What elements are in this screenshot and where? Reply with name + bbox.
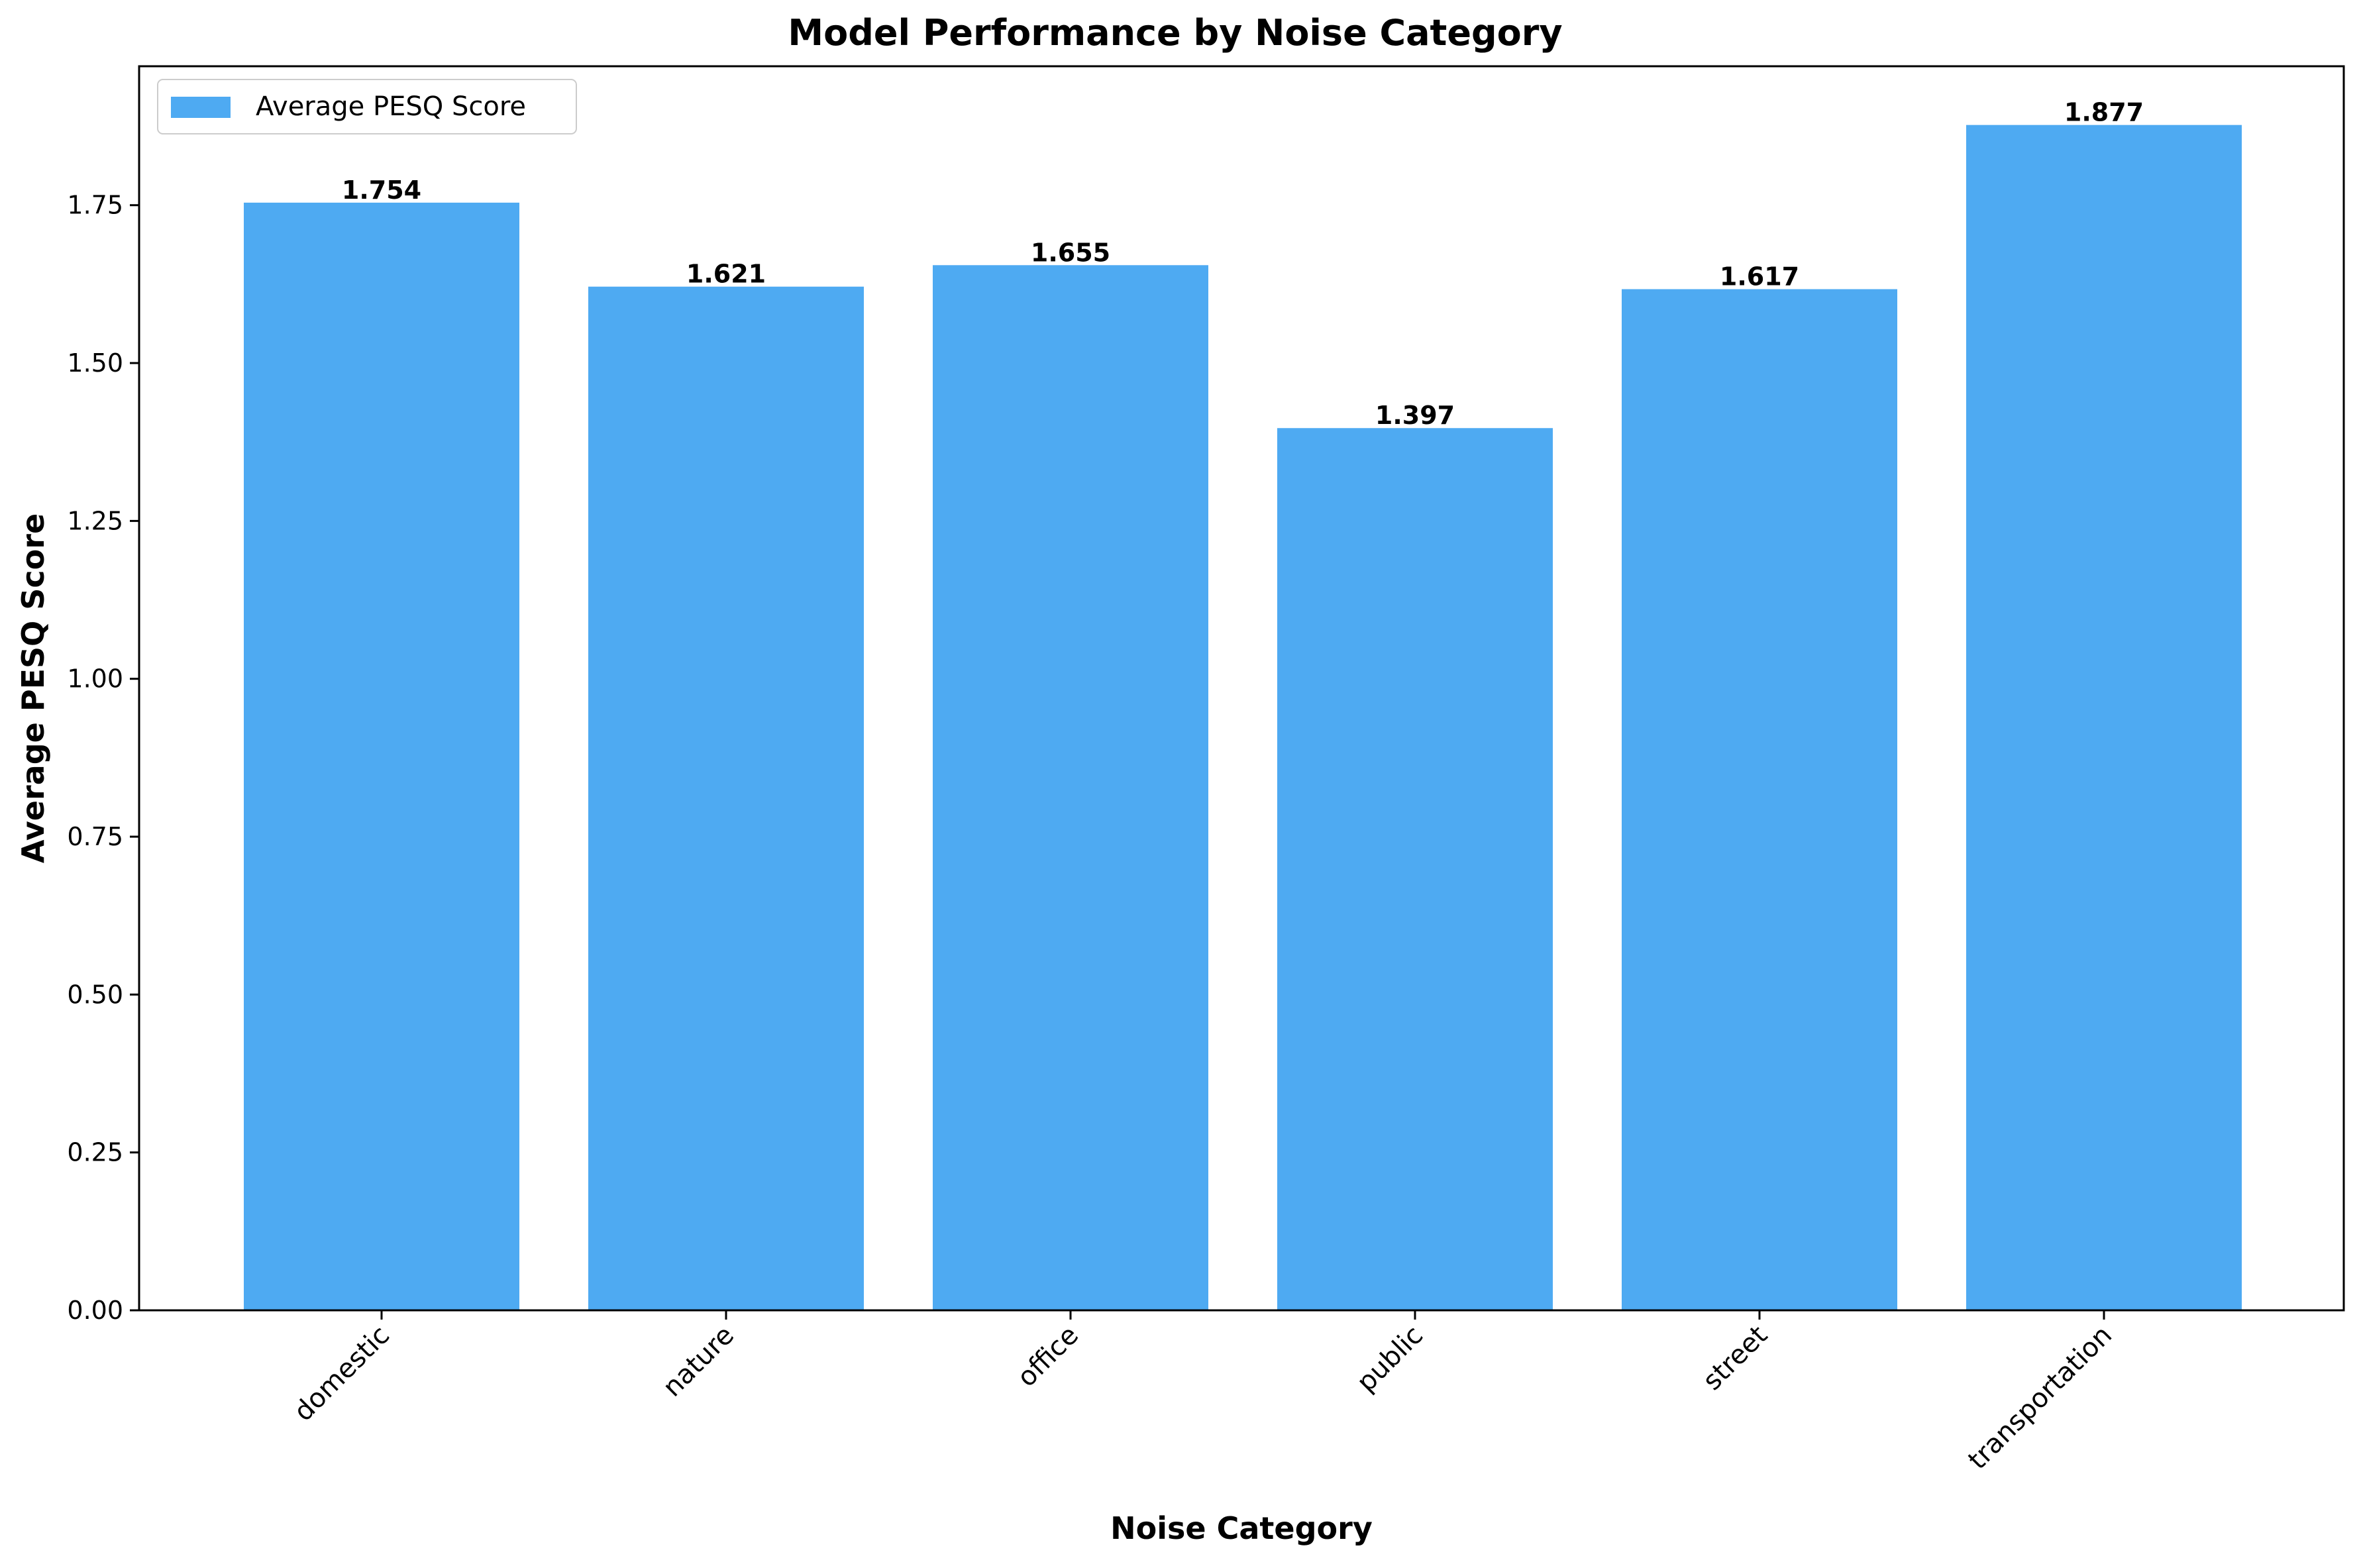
legend-label: Average PESQ Score <box>256 91 526 122</box>
value-label-office: 1.655 <box>1031 238 1110 267</box>
y-tick-label: 0.50 <box>67 980 123 1009</box>
chart-title: Model Performance by Noise Category <box>788 12 1562 54</box>
bar-domestic <box>244 202 519 1310</box>
y-tick-label: 0.00 <box>67 1296 123 1325</box>
value-label-street: 1.617 <box>1720 262 1799 291</box>
y-tick-label: 1.25 <box>67 506 123 535</box>
value-labels-layer: 1.754 1.621 1.655 1.397 1.617 1.877 <box>342 98 2144 431</box>
bar-street <box>1622 289 1897 1311</box>
y-axis: 0.00 0.25 0.50 0.75 1.00 1.25 1.50 1.75 <box>67 191 139 1325</box>
y-tick-label: 1.00 <box>67 664 123 694</box>
plot-area-frame <box>138 65 2345 1312</box>
value-label-nature: 1.621 <box>686 260 766 289</box>
bar-transportation <box>1966 125 2242 1310</box>
legend-swatch <box>171 97 231 118</box>
value-label-domestic: 1.754 <box>342 176 421 205</box>
legend-frame <box>157 79 577 134</box>
bar-public <box>1277 428 1553 1310</box>
bar-office <box>933 265 1208 1311</box>
legend: Average PESQ Score <box>157 79 577 134</box>
y-tick-label: 0.75 <box>67 822 123 851</box>
value-label-transportation: 1.877 <box>2064 98 2144 127</box>
value-label-public: 1.397 <box>1375 401 1455 430</box>
y-axis-label: Average PESQ Score <box>15 513 51 863</box>
y-tick-label: 1.75 <box>67 191 123 220</box>
y-tick-label: 0.25 <box>67 1138 123 1167</box>
bar-nature <box>588 286 864 1310</box>
x-axis-label: Noise Category <box>1110 1510 1373 1546</box>
bars-layer <box>244 125 2242 1311</box>
y-tick-label: 1.50 <box>67 348 123 378</box>
